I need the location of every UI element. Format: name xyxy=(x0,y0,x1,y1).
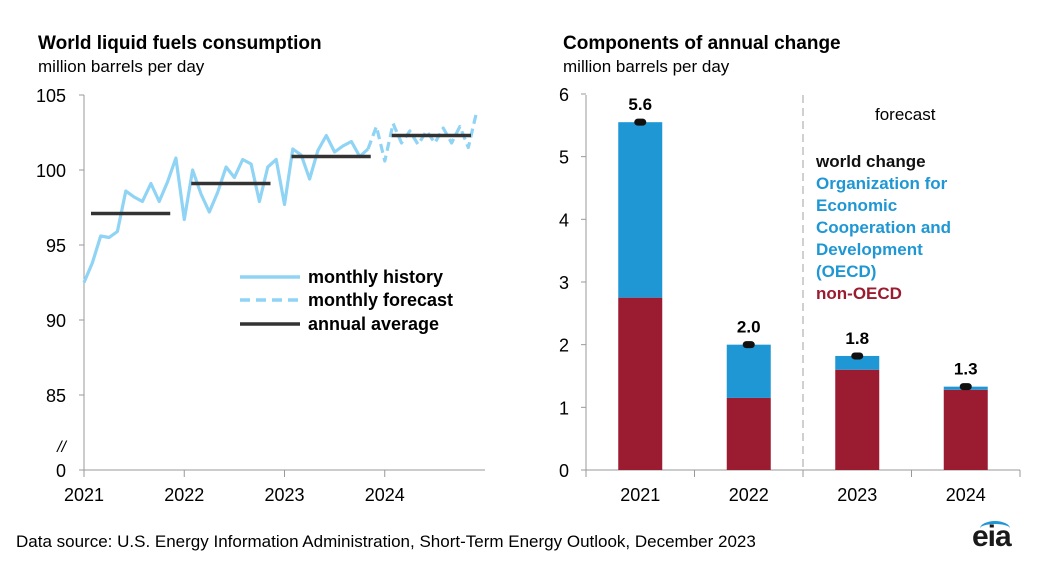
y-tick-label-6: 6 xyxy=(559,85,569,105)
forecast-label: forecast xyxy=(875,105,936,124)
left-chart-subtitle: million barrels per day xyxy=(38,57,205,76)
legend-oecd-line-3: Cooperation and xyxy=(816,218,951,237)
world-change-marker-2021 xyxy=(634,118,647,126)
y-tick-label-2: 2 xyxy=(559,336,569,356)
x-tick-label-2022: 2022 xyxy=(729,485,769,505)
right-chart-subtitle: million barrels per day xyxy=(563,57,730,76)
legend-label-monthly-history: monthly history xyxy=(308,267,443,287)
bar-oecd-2021 xyxy=(618,122,663,298)
y-tick-label-90: 90 xyxy=(46,311,66,331)
series-line-monthly-history xyxy=(82,133,370,284)
right-chart: 0 1 2 3 4 5 6 forecast 5.6 2021 2.0 2022 1.8 2023 1.3 2… xyxy=(559,85,1021,505)
data-source-note: Data source: U.S. Energy Information Adm… xyxy=(16,532,756,551)
bar-non-oecd-2023 xyxy=(835,369,880,470)
legend-label-annual-average: annual average xyxy=(308,314,439,334)
legend-oecd-line-1: Organization for xyxy=(816,174,948,193)
y-tick-label-0: 0 xyxy=(559,461,569,481)
x-tick-label-2024: 2024 xyxy=(946,485,986,505)
world-change-label-2024: 1.3 xyxy=(954,360,978,379)
y-tick-label-5: 5 xyxy=(559,148,569,168)
right-chart-title: Components of annual change xyxy=(563,33,841,54)
x-tick-label-2021: 2021 xyxy=(64,485,104,505)
eia-logo-arc xyxy=(980,521,1010,536)
world-change-marker-2024 xyxy=(959,383,972,391)
left-chart: 0 85 90 95 100 105 // 2021 2022 2023 2024 monthly h… xyxy=(36,86,485,505)
eia-logo: eia xyxy=(972,520,1012,553)
bar-oecd-2022 xyxy=(726,344,771,398)
world-change-label-2021: 5.6 xyxy=(628,95,652,114)
y-tick-label-3: 3 xyxy=(559,273,569,293)
x-tick-label-2021: 2021 xyxy=(620,485,660,505)
y-tick-label-95: 95 xyxy=(46,236,66,256)
series-line-monthly-forecast xyxy=(366,111,479,163)
legend-label-monthly-forecast: monthly forecast xyxy=(308,290,453,310)
legend-oecd-line-4: Development xyxy=(816,240,923,259)
world-change-marker-2023 xyxy=(851,352,864,360)
left-chart-title: World liquid fuels consumption xyxy=(38,33,322,54)
world-change-label-2023: 1.8 xyxy=(845,329,869,348)
y-tick-label-100: 100 xyxy=(36,161,66,181)
x-tick-label-2023: 2023 xyxy=(837,485,877,505)
y-tick-label-105: 105 xyxy=(36,86,66,106)
legend-oecd-line-2: Economic xyxy=(816,196,897,215)
x-tick-label-2022: 2022 xyxy=(164,485,204,505)
x-tick-label-2023: 2023 xyxy=(264,485,304,505)
y-axis-break-mark: // xyxy=(56,439,67,456)
legend-non-oecd: non-OECD xyxy=(816,284,902,303)
bar-oecd-2023 xyxy=(835,355,880,370)
x-tick-label-2024: 2024 xyxy=(365,485,405,505)
world-change-label-2022: 2.0 xyxy=(737,318,761,337)
y-tick-label-4: 4 xyxy=(559,210,569,230)
y-tick-label-1: 1 xyxy=(559,398,569,418)
y-tick-label-0: 0 xyxy=(56,461,66,481)
world-change-marker-2022 xyxy=(742,341,755,349)
legend-oecd-line-5: (OECD) xyxy=(816,262,876,281)
y-tick-label-85: 85 xyxy=(46,386,66,406)
bar-non-oecd-2021 xyxy=(618,297,663,470)
bar-non-oecd-2024 xyxy=(943,389,988,470)
legend-world-change: world change xyxy=(815,152,926,171)
bar-non-oecd-2022 xyxy=(726,397,771,470)
